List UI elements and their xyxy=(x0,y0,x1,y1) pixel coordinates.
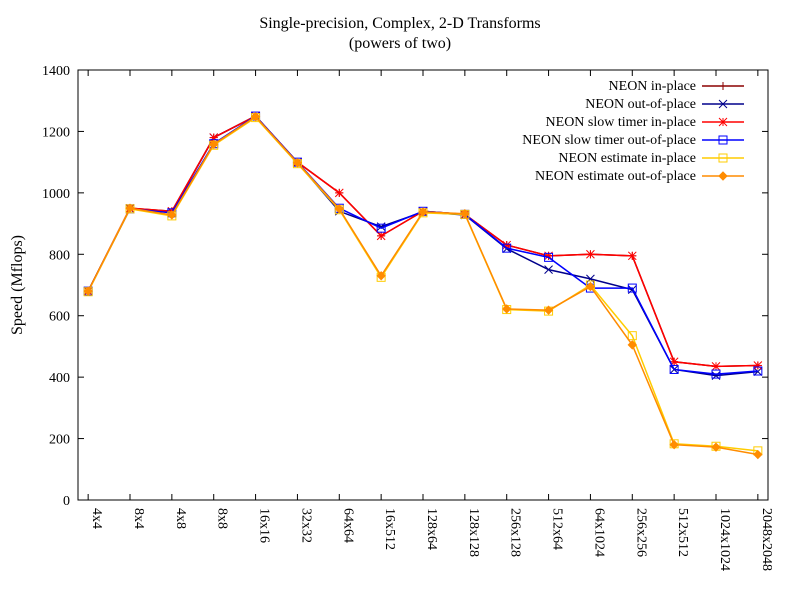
y-tick-label: 1000 xyxy=(42,187,70,202)
x-tick-label: 256x256 xyxy=(633,508,648,557)
y-axis-label: Speed (Mflops) xyxy=(9,235,26,335)
y-tick-label: 200 xyxy=(49,433,70,448)
legend-label: NEON estimate out-of-place xyxy=(535,169,696,184)
x-tick-label: 256x128 xyxy=(508,508,523,557)
legend-label: NEON in-place xyxy=(609,79,696,94)
y-tick-label: 400 xyxy=(49,371,70,386)
x-tick-label: 16x512 xyxy=(382,508,397,550)
x-tick-label: 32x32 xyxy=(298,508,313,543)
chart-title-2: (powers of two) xyxy=(349,35,451,52)
x-tick-label: 512x512 xyxy=(675,508,690,557)
x-tick-label: 2048x2048 xyxy=(759,508,774,571)
x-tick-label: 4x8 xyxy=(173,508,188,529)
x-tick-label: 128x64 xyxy=(424,508,439,550)
legend-label: NEON estimate in-place xyxy=(558,151,696,166)
x-tick-label: 16x16 xyxy=(257,508,272,543)
y-tick-label: 1200 xyxy=(42,125,70,140)
x-tick-label: 64x1024 xyxy=(591,508,606,557)
chart-title-1: Single-precision, Complex, 2-D Transform… xyxy=(259,15,540,32)
legend-label: NEON slow timer in-place xyxy=(546,115,696,130)
y-tick-label: 600 xyxy=(49,310,70,325)
x-tick-label: 8x8 xyxy=(215,508,230,529)
x-tick-label: 8x4 xyxy=(131,508,146,529)
y-tick-label: 1400 xyxy=(42,64,70,79)
x-tick-label: 4x4 xyxy=(89,508,104,529)
y-tick-label: 800 xyxy=(49,248,70,263)
legend-label: NEON out-of-place xyxy=(585,97,696,112)
x-tick-label: 1024x1024 xyxy=(717,508,732,571)
x-tick-label: 512x64 xyxy=(550,508,565,550)
y-tick-label: 0 xyxy=(63,494,70,509)
x-tick-label: 64x64 xyxy=(340,508,355,543)
legend-label: NEON slow timer out-of-place xyxy=(522,133,696,148)
x-tick-label: 128x128 xyxy=(466,508,481,557)
